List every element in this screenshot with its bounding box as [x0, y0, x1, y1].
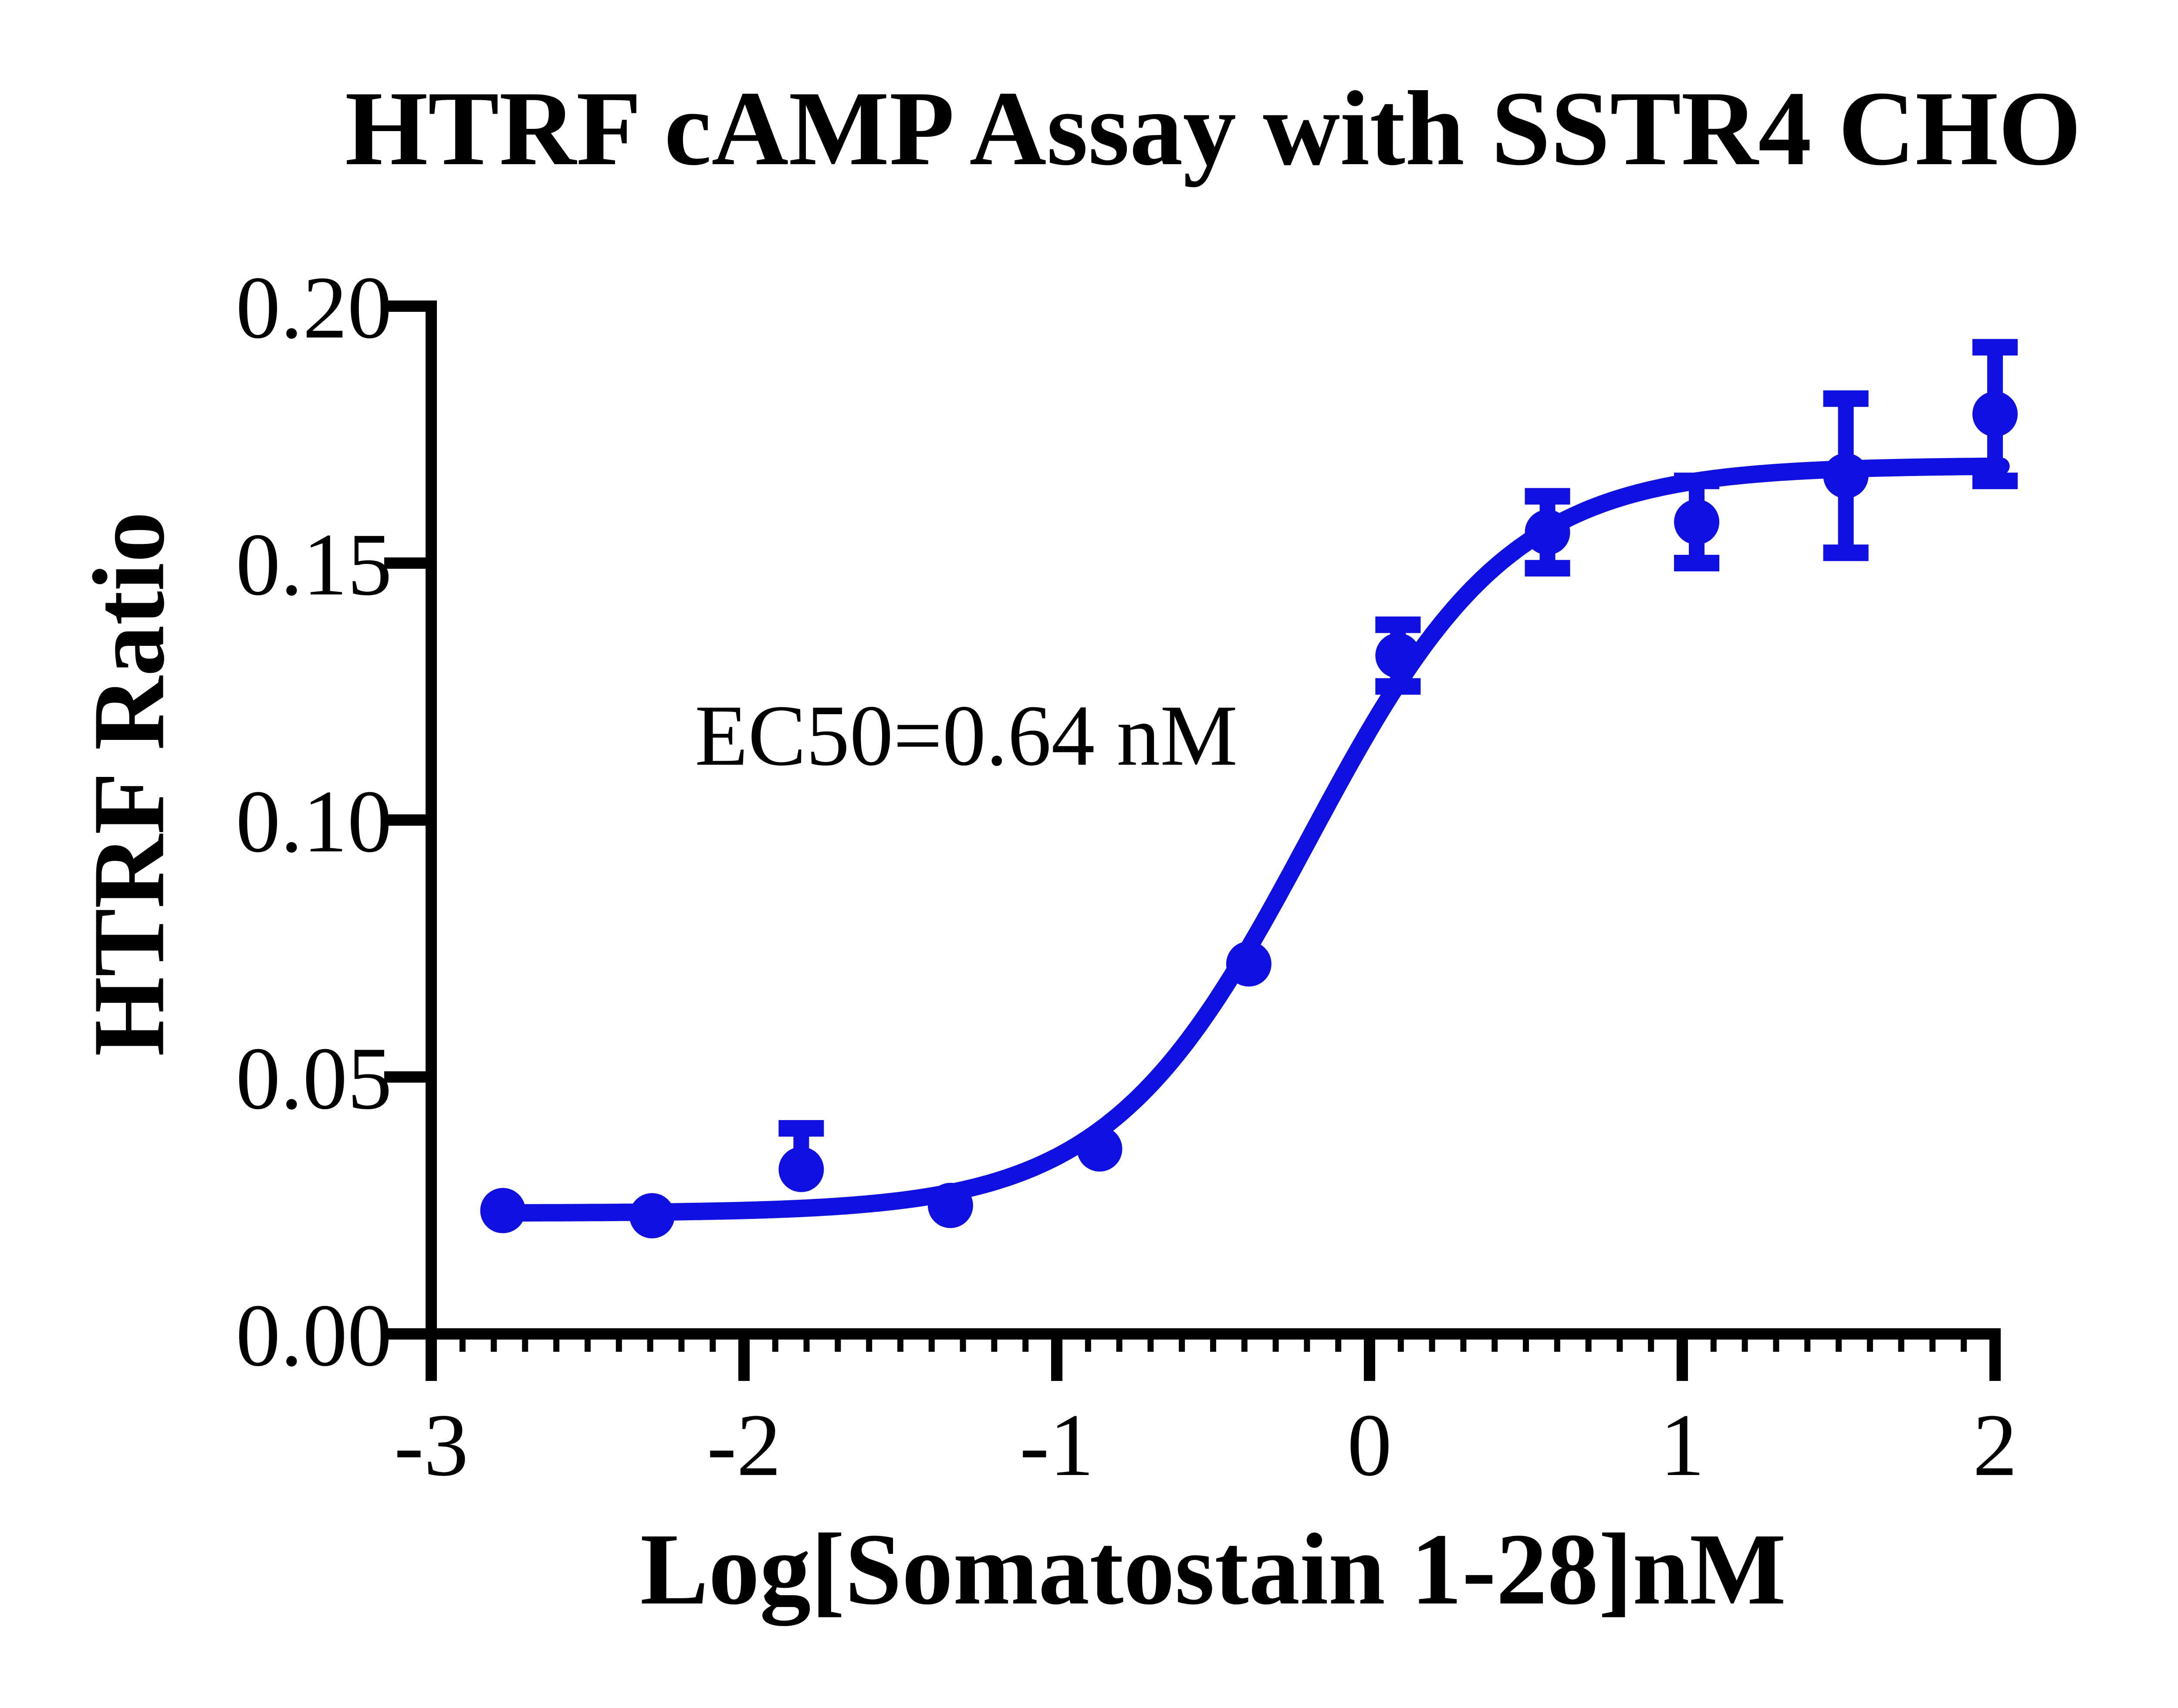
data-point [778, 1147, 824, 1192]
data-point [1823, 453, 1869, 499]
data-point [1674, 499, 1720, 545]
data-point [1226, 941, 1272, 987]
y-tick-label: 0.15 [236, 515, 392, 614]
fit-curve [494, 457, 2010, 1222]
x-axis-label: Log[Somatostain 1-28]nM [640, 1512, 1786, 1626]
x-tick-label: 2 [1973, 1396, 2018, 1495]
x-tick-label: 1 [1660, 1396, 1705, 1495]
y-tick-label: 0.00 [236, 1286, 392, 1385]
data-point [1972, 391, 2018, 437]
x-tick-label: 0 [1347, 1396, 1392, 1495]
y-tick-label: 0.10 [236, 772, 392, 871]
data-point [1077, 1126, 1123, 1172]
x-tick-label: -1 [1020, 1396, 1094, 1495]
ec50-annotation: EC50=0.64 nM [695, 688, 1238, 784]
data-point [480, 1188, 526, 1233]
data-point [1525, 510, 1570, 555]
chart-title: HTRF cAMP Assay with SSTR4 CHO [345, 69, 2082, 187]
y-tick-label: 0.20 [236, 258, 392, 357]
data-point [1375, 633, 1421, 678]
y-tick-label: 0.05 [236, 1029, 392, 1128]
y-axis-label: HTRF Ratio [72, 511, 186, 1057]
data-point [629, 1193, 675, 1239]
x-tick-label: -3 [394, 1396, 469, 1495]
x-tick-label: -2 [707, 1396, 781, 1495]
data-point [927, 1183, 973, 1228]
